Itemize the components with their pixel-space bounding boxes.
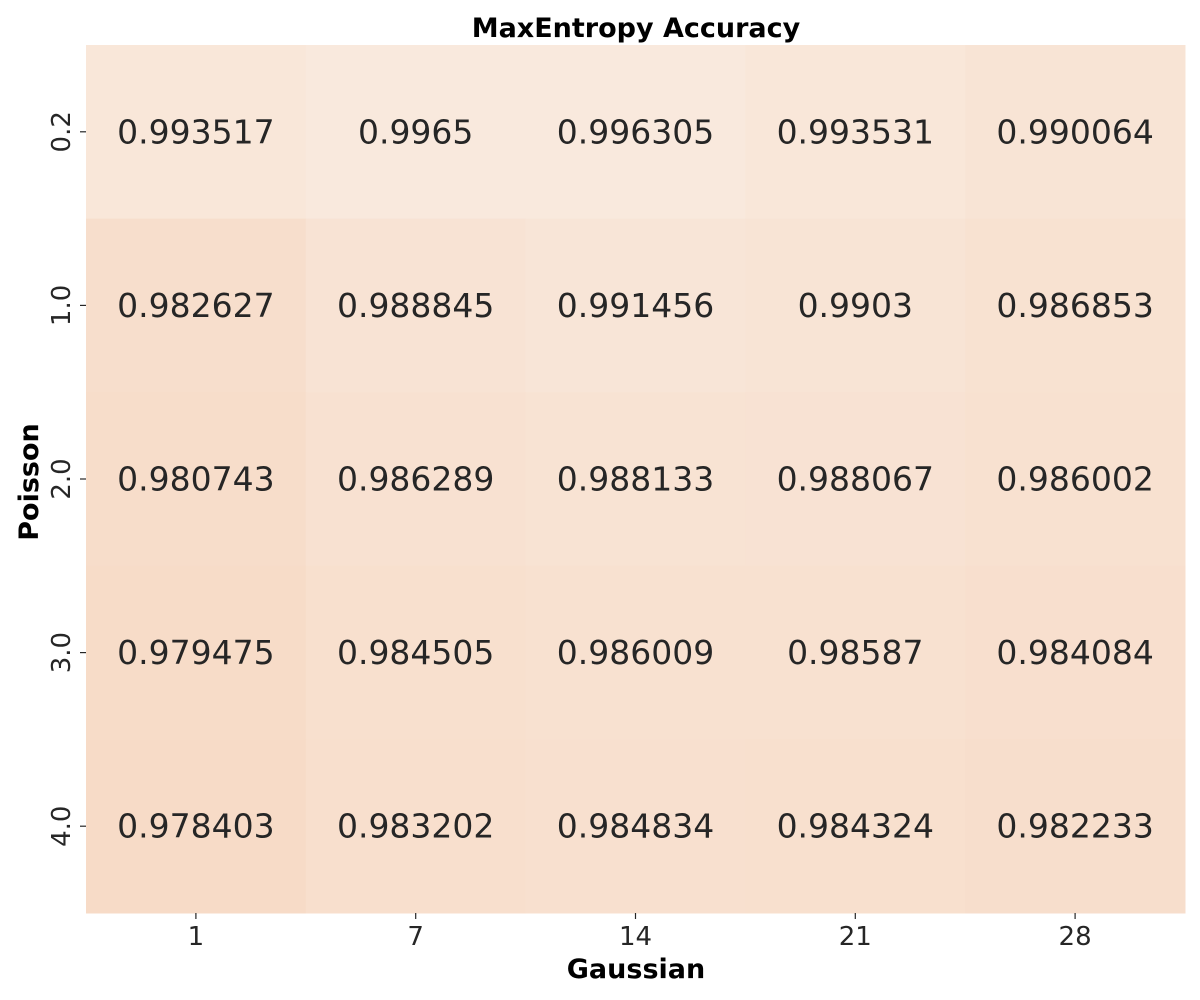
heatmap-cell — [305, 218, 527, 393]
heatmap-cells — [86, 45, 1186, 914]
heatmap-cell — [745, 565, 966, 740]
cell-value-label: 0.982627 — [117, 286, 274, 325]
cell-value-label: 0.984505 — [337, 633, 494, 672]
cell-value-label: 0.996305 — [557, 112, 714, 151]
cell-value-label: 0.988845 — [337, 286, 494, 325]
cell-value-label: 0.984834 — [557, 807, 714, 846]
heatmap-cell — [86, 739, 307, 914]
heatmap-cell — [525, 45, 746, 220]
heatmap-cell — [305, 392, 527, 567]
heatmap-cell — [305, 739, 527, 914]
cell-value-label: 0.982233 — [996, 807, 1153, 846]
cell-value-label: 0.9903 — [798, 286, 913, 325]
heatmap-cell — [525, 218, 746, 393]
cell-value-label: 0.986853 — [996, 286, 1153, 325]
x-tick-label: 21 — [839, 922, 872, 952]
cell-value-label: 0.986009 — [557, 633, 714, 672]
x-tick-label: 28 — [1059, 922, 1092, 952]
heatmap-cell — [965, 739, 1186, 914]
y-tick-label: 0.2 — [47, 111, 77, 152]
y-tick-label: 2.0 — [47, 458, 77, 499]
heatmap-cell — [86, 565, 307, 740]
cell-value-label: 0.993531 — [777, 112, 934, 151]
x-tick-label: 7 — [407, 922, 424, 952]
cell-value-label: 0.984084 — [996, 633, 1153, 672]
heatmap-cell — [745, 218, 966, 393]
cell-value-label: 0.980743 — [117, 460, 274, 499]
heatmap-cell — [745, 739, 966, 914]
cell-value-label: 0.988133 — [557, 460, 714, 499]
cell-value-label: 0.990064 — [996, 112, 1153, 151]
y-tick-label: 4.0 — [47, 806, 77, 847]
cell-value-label: 0.991456 — [557, 286, 714, 325]
cell-value-label: 0.984324 — [777, 807, 934, 846]
x-axis-label: Gaussian — [567, 954, 705, 985]
heatmap-cell — [86, 45, 307, 220]
heatmap-cell — [965, 45, 1186, 220]
heatmap-cell — [525, 392, 746, 567]
heatmap-cell — [86, 218, 307, 393]
heatmap-cell — [745, 392, 966, 567]
heatmap-cell — [305, 565, 527, 740]
y-axis-ticks: 0.2 1.0 2.0 3.0 4.0 — [47, 111, 86, 847]
y-tick-label: 1.0 — [47, 285, 77, 326]
cell-value-label: 0.978403 — [117, 807, 274, 846]
heatmap-cell — [525, 739, 746, 914]
cell-value-label: 0.98587 — [787, 633, 923, 672]
x-tick-label: 1 — [188, 922, 205, 952]
y-axis-label: Poisson — [14, 423, 45, 541]
cell-value-label: 0.986289 — [337, 460, 494, 499]
heatmap-cell — [525, 565, 746, 740]
heatmap-cell — [86, 392, 307, 567]
cell-value-label: 0.979475 — [117, 633, 274, 672]
cell-value-label: 0.986002 — [996, 460, 1153, 499]
heatmap-cell — [965, 392, 1186, 567]
cell-value-label: 0.9965 — [358, 112, 473, 151]
x-tick-label: 14 — [619, 922, 652, 952]
cell-value-label: 0.983202 — [337, 807, 494, 846]
heatmap-cell — [965, 218, 1186, 393]
chart-title: MaxEntropy Accuracy — [472, 13, 801, 44]
cell-value-label: 0.988067 — [777, 460, 934, 499]
heatmap-cell-labels: 0.993517 0.9965 0.996305 0.993531 0.990064 0.… — [117, 112, 1154, 845]
x-axis-ticks: 1 7 14 21 28 — [188, 913, 1092, 952]
heatmap-cell — [305, 45, 527, 220]
y-tick-label: 3.0 — [47, 632, 77, 673]
cell-value-label: 0.993517 — [117, 112, 274, 151]
heatmap-cell — [965, 565, 1186, 740]
heatmap-cell — [745, 45, 966, 220]
